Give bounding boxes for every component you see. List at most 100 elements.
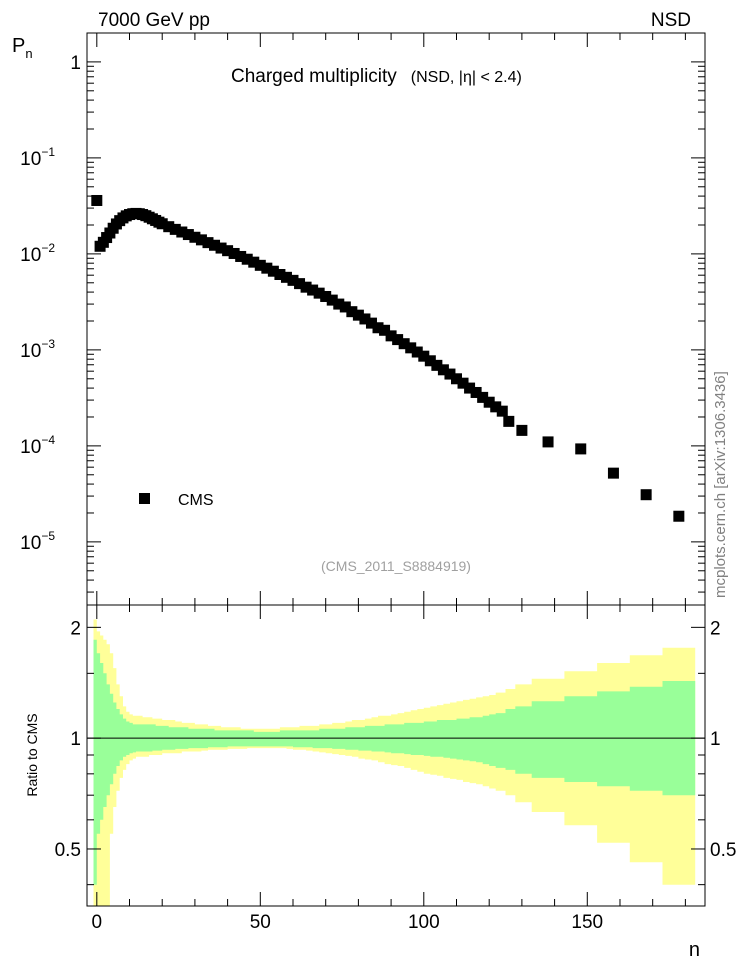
ratio-y-tick-label-right: 2 [710,618,721,639]
y-tick-label-base: 10 [20,533,41,554]
ratio-y-tick-label-left: 2 [70,618,81,639]
data-point [398,338,410,350]
data-point [372,322,384,334]
data-point [607,467,619,479]
data-point [385,330,397,342]
data-point [392,334,404,346]
data-point [228,247,240,259]
data-point [352,309,364,321]
data-point [163,221,175,233]
data-points-cms [91,194,685,522]
data-point [542,436,554,448]
data-point [673,510,685,522]
ratio-y-tick-label-right: 1 [710,729,721,750]
data-point [339,301,351,313]
data-point [156,218,168,230]
data-point [483,396,495,408]
data-point [267,265,279,277]
data-point [450,373,462,385]
data-point [490,401,502,413]
y-tick-label-base: 10 [20,245,41,266]
data-point [503,415,515,427]
y-tick-label-exponent: −4 [41,433,55,447]
header-left-label: 7000 GeV pp [98,10,210,31]
inner-uncertainty-band [93,639,696,885]
data-point [346,306,358,318]
x-tick-label: 150 [571,912,603,933]
data-point [182,229,194,241]
y-tick-label: 10−4 [20,433,55,458]
data-point [444,368,456,380]
main-plot-frame [86,32,706,606]
data-point [280,271,292,283]
data-point [222,245,234,257]
y-tick-label-base: 10 [20,341,41,362]
y-axis-label: Pn [12,35,33,61]
x-axis-label: n [689,939,700,961]
data-point [215,242,227,254]
y-tick-label: 10−2 [20,241,55,266]
data-point [326,294,338,306]
data-point [195,234,207,246]
y-tick-label-exponent: −5 [41,529,55,543]
data-point [294,278,306,290]
data-point [575,443,587,455]
ratio-bands [93,619,696,906]
data-point [464,382,476,394]
data-point [274,268,286,280]
ratio-x-ticks: 0 50 100 150 [92,605,686,933]
ratio-y-tick-label-left: 0.5 [55,840,81,861]
y-tick-label-exponent: −2 [41,241,55,255]
legend-label: CMS [178,492,214,509]
header-right-label: NSD [651,10,691,31]
data-point [320,290,332,302]
ratio-y-tick-label-right: 0.5 [710,840,736,861]
data-point [209,239,221,251]
data-point [307,284,319,296]
y-tick-label-exponent: −3 [41,337,55,351]
data-point [254,259,266,271]
data-point [261,262,273,274]
y-tick-label: 10−3 [20,337,55,362]
ratio-panel: 0.5 0.5 1 1 2 2 0 50 100 150 Ratio to CMS n [24,604,736,961]
data-point [333,298,345,310]
data-point [287,274,299,286]
data-point [300,281,312,293]
analysis-tag: (CMS_2011_S8884919) [321,558,471,574]
data-point [202,237,214,249]
main-panel: 110−110−210−310−410−5 Pn Charged multipl… [12,32,706,606]
data-point [365,317,377,329]
data-point [248,256,260,268]
y-tick-label: 1 [70,53,81,74]
y-tick-label-exponent: −1 [41,145,55,159]
legend: CMS [139,492,214,509]
chart-title: Charged multiplicity (NSD, |η| < 2.4) [231,66,522,87]
data-point [640,489,652,501]
y-axis-label-sub: n [25,46,32,61]
data-point [91,194,103,206]
y-tick-label-base: 10 [20,437,41,458]
data-point [477,391,489,403]
main-y-ticks: 110−110−210−310−410−5 [20,32,705,593]
data-point [235,250,247,262]
data-point [516,424,528,436]
data-point [169,223,181,235]
main-x-ticks [96,33,686,605]
data-point [189,231,201,243]
y-tick-label-base: 10 [20,149,41,170]
data-point [470,386,482,398]
y-tick-label: 10−1 [20,145,55,170]
ratio-y-axis-label: Ratio to CMS [24,713,40,796]
data-point [359,313,371,325]
x-tick-label: 50 [250,912,271,933]
data-point [424,355,436,367]
x-tick-label: 0 [92,912,103,933]
y-axis-label-base: P [12,35,25,57]
data-point [437,364,449,376]
data-point [496,405,508,417]
data-point [379,324,391,336]
data-point [411,346,423,358]
x-tick-label: 100 [408,912,440,933]
data-point [457,377,469,389]
